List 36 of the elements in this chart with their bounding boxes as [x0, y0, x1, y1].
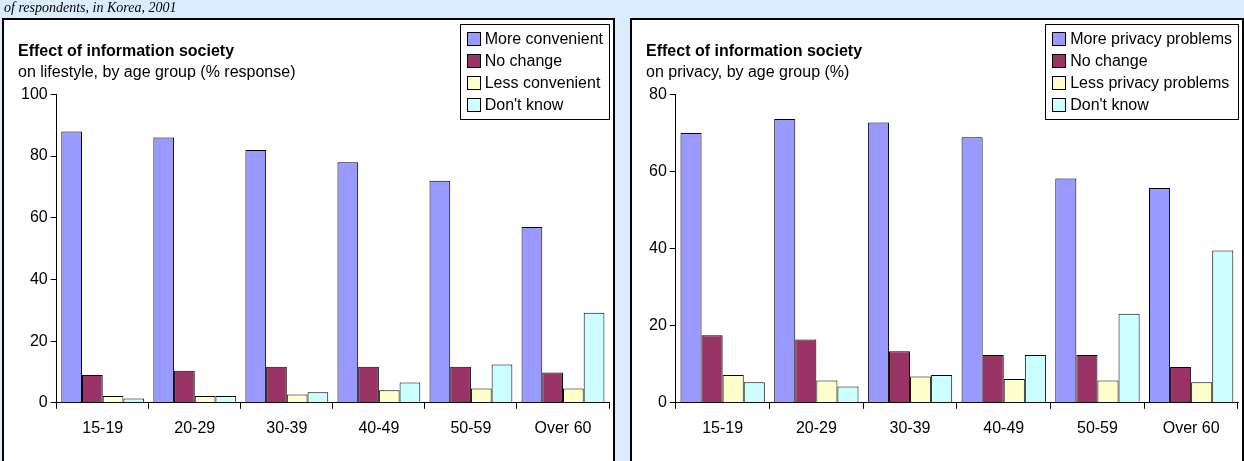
legend-label: Less convenient [484, 73, 601, 93]
y-tick-label: 60 [649, 161, 667, 179]
legend-label: Don't know [484, 95, 564, 115]
legend-label: No change [1070, 51, 1148, 71]
x-tick-label: 50-59 [1076, 418, 1119, 436]
legend-label: Don't know [1070, 95, 1149, 115]
legend-label: Less privacy problems [1070, 73, 1230, 93]
x-tick-label: 40-49 [358, 418, 400, 436]
legend-label: More convenient [484, 29, 603, 49]
x-tick-label: 50-59 [450, 418, 492, 436]
x-tick-label: 20-29 [795, 418, 837, 436]
x-tick-label: Over 60 [1162, 418, 1220, 436]
y-tick-label: 0 [657, 393, 667, 411]
y-tick-label: 80 [29, 146, 48, 164]
x-tick-label: 30-39 [889, 418, 931, 436]
chart-title: Effect of information society [646, 42, 863, 60]
x-tick-label: 15-19 [702, 418, 744, 436]
text: of respondents, in Korea, 2001 [4, 0, 177, 16]
y-tick-label: 40 [649, 239, 667, 257]
chart-subtitle: on lifestyle, by age group (% response) [18, 63, 296, 81]
chart-subtitle: on privacy, by age group (%) [646, 63, 850, 81]
legend-label: No change [484, 51, 563, 71]
y-tick-label: 80 [649, 84, 667, 102]
y-tick-label: 40 [29, 269, 48, 287]
x-tick-label: 20-29 [174, 418, 216, 436]
y-tick-label: 60 [29, 208, 48, 226]
y-tick-label: 0 [38, 393, 48, 411]
y-tick-label: 20 [29, 331, 48, 349]
y-tick-label: 100 [20, 84, 48, 102]
x-tick-label: 30-39 [266, 418, 308, 436]
x-tick-label: 15-19 [82, 418, 124, 436]
chart-title: Effect of information society [18, 42, 235, 60]
legend-label: More privacy problems [1070, 29, 1232, 49]
x-tick-label: Over 60 [534, 418, 592, 436]
x-tick-label: 40-49 [983, 418, 1025, 436]
y-tick-label: 20 [649, 316, 667, 334]
